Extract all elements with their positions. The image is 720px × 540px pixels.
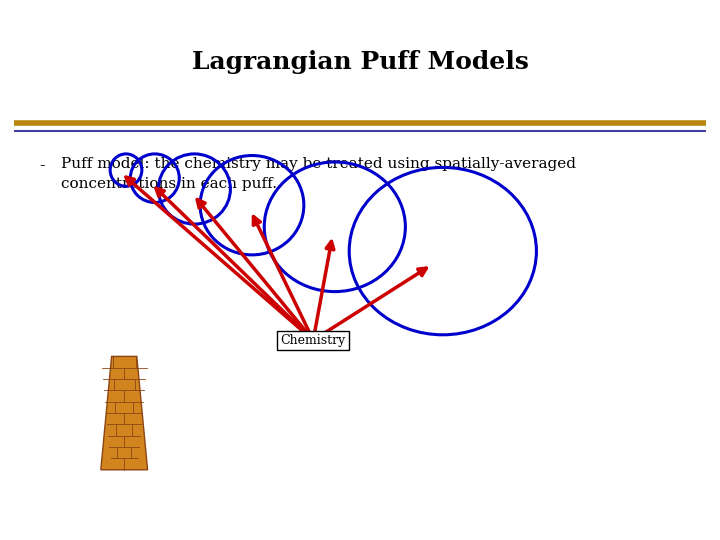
Text: concentrations in each puff.: concentrations in each puff. bbox=[61, 177, 277, 191]
Polygon shape bbox=[101, 356, 148, 470]
Text: -: - bbox=[40, 157, 45, 173]
Text: Lagrangian Puff Models: Lagrangian Puff Models bbox=[192, 50, 528, 74]
Text: Puff model: the chemistry may be treated using spatially-averaged: Puff model: the chemistry may be treated… bbox=[61, 157, 576, 171]
Text: Chemistry: Chemistry bbox=[281, 334, 346, 347]
